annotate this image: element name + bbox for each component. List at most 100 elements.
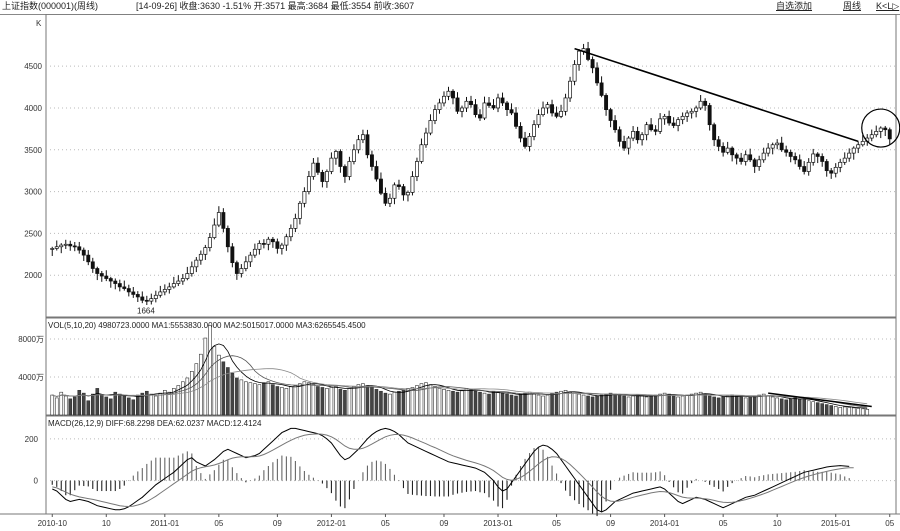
volume-bar <box>325 388 329 416</box>
macd-legend: MACD(26,12,9) DIFF:68.2298 DEA:62.0237 M… <box>48 419 262 428</box>
price-candle <box>54 246 59 249</box>
volume-bar <box>307 382 311 416</box>
price-candle <box>378 178 383 194</box>
price-candle <box>415 161 419 177</box>
price-candle <box>766 147 771 154</box>
volume-bar <box>176 385 181 416</box>
volume-bar <box>203 337 208 416</box>
price-annotation: 4440 <box>0 60 1 69</box>
price-candle <box>365 134 370 156</box>
volume-bar <box>838 407 843 416</box>
volume-bar <box>63 395 68 416</box>
price-candle <box>739 157 744 162</box>
price-candle <box>887 129 892 140</box>
volume-bar <box>262 382 266 416</box>
volume-bar <box>721 396 725 416</box>
price-candle <box>374 166 379 180</box>
price-candle <box>689 110 694 114</box>
price-candle <box>77 246 82 251</box>
volume-bar <box>460 389 464 416</box>
period-link[interactable]: 周线 <box>843 1 862 11</box>
volume-bar <box>248 382 253 416</box>
volume-bar <box>586 395 590 416</box>
price-candle <box>703 100 708 106</box>
price-tick-label: 4500 <box>24 62 42 71</box>
price-candle <box>419 144 424 162</box>
volume-bar <box>626 396 631 416</box>
price-candle <box>491 105 496 109</box>
price-candle <box>658 118 663 132</box>
price-candle <box>469 100 473 105</box>
price-candle <box>712 124 717 141</box>
volume-bar <box>640 395 644 416</box>
volume-bar <box>293 385 298 416</box>
volume-bar <box>748 396 752 416</box>
nav-controls[interactable]: K<L▷ <box>876 1 900 11</box>
volume-tick-label: 8000万 <box>18 335 44 344</box>
volume-bar <box>284 388 289 416</box>
volume-bar <box>518 393 523 416</box>
volume-bar <box>302 381 307 416</box>
volume-bar <box>172 388 176 416</box>
price-candle <box>225 228 230 248</box>
price-annotation: 1664 <box>137 306 155 315</box>
price-candle <box>167 286 172 290</box>
price-candle <box>397 184 401 187</box>
volume-bar <box>81 392 86 416</box>
price-candle <box>847 152 852 159</box>
x-tick-label: 2014-01 <box>650 519 680 528</box>
volume-bar <box>865 408 870 416</box>
price-candle <box>194 259 199 268</box>
price-panel-label: K <box>36 19 42 28</box>
volume-bar <box>95 388 100 416</box>
volume-bar <box>689 393 694 416</box>
volume-bar <box>108 398 113 416</box>
volume-bar <box>851 407 856 416</box>
volume-bar <box>631 395 635 416</box>
volume-bar <box>235 377 239 416</box>
price-candle <box>784 149 789 153</box>
volume-bar <box>532 393 536 416</box>
price-candle <box>324 171 329 182</box>
volume-bar <box>536 394 541 416</box>
price-candle <box>721 146 726 153</box>
price-candle <box>351 149 356 162</box>
volume-bar <box>383 392 388 416</box>
x-tick-label: 05 <box>214 519 223 528</box>
volume-bar <box>500 392 505 416</box>
price-candle <box>613 120 618 131</box>
volume-bar <box>653 394 658 416</box>
price-candle <box>424 132 428 146</box>
volume-bar <box>266 381 271 416</box>
volume-bar <box>338 389 343 416</box>
volume-bar <box>829 405 834 416</box>
volume-bar <box>379 390 383 416</box>
volume-bar <box>86 400 91 416</box>
price-candle <box>140 296 145 301</box>
volume-bar <box>77 389 82 416</box>
price-candle <box>279 244 284 249</box>
x-tick-label: 05 <box>381 519 390 528</box>
price-candle <box>685 112 690 117</box>
price-candle <box>793 156 798 161</box>
volume-bar <box>352 386 356 416</box>
price-candle <box>198 253 203 261</box>
price-candle <box>86 254 91 263</box>
volume-bar <box>104 396 109 416</box>
volume-bar <box>397 390 401 416</box>
price-candle <box>878 127 883 132</box>
price-candle <box>122 286 127 289</box>
price-candle <box>752 159 757 167</box>
price-candle <box>496 97 500 109</box>
price-candle <box>329 157 334 172</box>
price-candle <box>883 127 888 131</box>
volume-trendline <box>768 392 872 408</box>
volume-bar <box>473 390 478 416</box>
volume-bar <box>415 385 419 416</box>
add-watchlist-link[interactable]: 自选添加 <box>776 1 813 11</box>
volume-bar <box>671 395 676 416</box>
price-candle <box>239 268 244 274</box>
volume-ma-line <box>52 343 868 409</box>
price-candle <box>180 278 185 282</box>
price-candle <box>779 142 784 151</box>
